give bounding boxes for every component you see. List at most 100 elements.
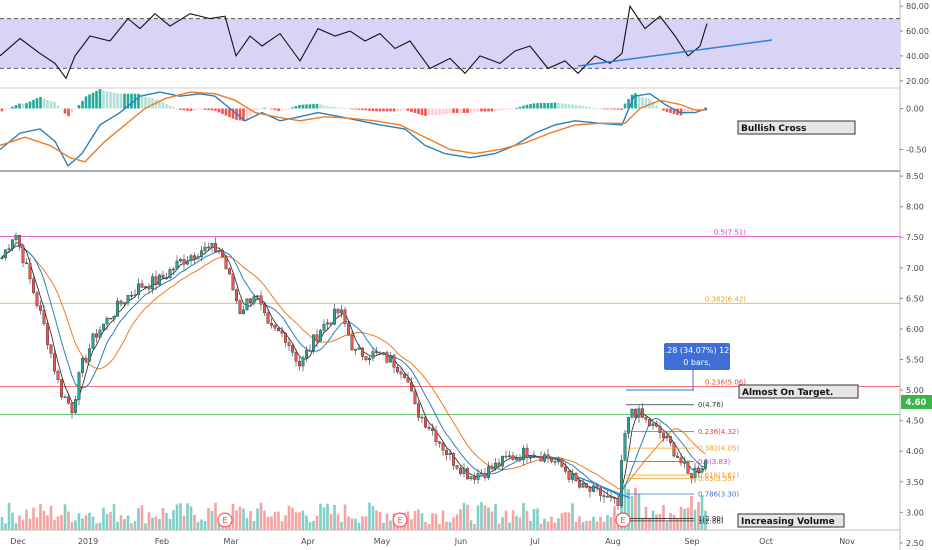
candle-body xyxy=(546,454,550,459)
candle-body xyxy=(459,468,463,474)
candle-body xyxy=(592,485,596,492)
bullish-cross-label: Bullish Cross xyxy=(741,124,806,134)
candle-body xyxy=(168,269,172,278)
candle-body xyxy=(357,347,361,350)
volume-bar xyxy=(487,507,490,530)
macd-histogram-bar xyxy=(539,103,543,109)
volume-bar xyxy=(179,503,182,530)
volume-bar xyxy=(385,513,389,530)
candle-body xyxy=(434,430,438,442)
macd-histogram-bar xyxy=(543,103,546,109)
candle-body xyxy=(581,483,585,488)
fib-level-label: 0.382(4.05) xyxy=(698,445,739,453)
volume-bar xyxy=(417,509,420,530)
fib-level-label: 0.618(3.61) xyxy=(698,472,739,480)
macd-histogram-bar xyxy=(53,101,56,109)
macd-histogram-bar xyxy=(189,108,193,111)
volume-bar xyxy=(70,522,74,530)
macd-histogram-bar xyxy=(347,108,350,110)
macd-histogram-bar xyxy=(210,108,214,111)
fib-level-label: 0.382(6.42) xyxy=(705,295,746,303)
macd-histogram-bar xyxy=(424,108,427,116)
candle-body xyxy=(469,476,473,480)
volume-bar xyxy=(182,515,186,530)
candle-body xyxy=(305,350,309,358)
macd-histogram-bar xyxy=(655,105,658,109)
volume-bar xyxy=(175,504,179,530)
volume-bar xyxy=(14,523,18,530)
increasing-volume-note: Increasing Volume xyxy=(737,513,845,528)
volume-bar xyxy=(214,502,217,530)
macd-histogram-bar xyxy=(389,108,392,112)
macd-histogram-bar xyxy=(399,108,403,112)
time-axis-label: Nov xyxy=(839,537,855,546)
macd-histogram-bar xyxy=(63,108,67,114)
candle-body xyxy=(189,255,193,262)
volume-bar xyxy=(669,513,672,530)
macd-histogram-bar xyxy=(459,108,462,113)
macd-histogram-bar xyxy=(609,108,613,110)
candle-body xyxy=(602,495,606,497)
candle-body xyxy=(210,243,214,248)
candle-body xyxy=(238,300,242,314)
candle-body xyxy=(630,409,634,418)
volume-bar xyxy=(60,514,63,530)
volume-bar xyxy=(455,514,459,530)
axis-tick-label: 40.00 xyxy=(906,52,929,61)
candle-body xyxy=(312,334,316,351)
volume-bar xyxy=(511,510,515,530)
price-pane: 0.5(7.51) 0.382(6.42) 0.236(5.06) 0(4.76) 0… xyxy=(0,229,900,530)
volume-bar xyxy=(567,512,571,530)
axis-tick-label: 60.00 xyxy=(906,27,929,36)
volume-bar xyxy=(368,502,371,530)
volume-bar xyxy=(102,507,105,530)
candle-body xyxy=(133,294,137,297)
candle-body xyxy=(119,300,123,305)
candle-body xyxy=(199,250,203,257)
volume-bar xyxy=(277,511,280,530)
volume-bar xyxy=(375,510,378,530)
candle-body xyxy=(32,278,36,293)
candle-body xyxy=(259,295,263,305)
candle-body xyxy=(112,316,116,320)
time-axis-label: Apr xyxy=(301,537,316,546)
macd-histogram-bar xyxy=(476,108,480,112)
macd-histogram-bar xyxy=(11,106,14,109)
candle-body xyxy=(655,423,659,427)
macd-histogram-bar xyxy=(606,108,609,110)
candle-body xyxy=(466,468,470,480)
candle-body xyxy=(224,256,228,269)
macd-histogram-bar xyxy=(21,103,25,109)
macd-histogram-bar xyxy=(39,96,42,109)
candle-body xyxy=(445,450,449,455)
macd-histogram-bar xyxy=(704,107,707,109)
macd-histogram-bar xyxy=(448,108,452,113)
candle-body xyxy=(672,442,676,457)
candle-body xyxy=(539,456,543,462)
volume-bar xyxy=(546,521,550,530)
candle-body xyxy=(308,350,312,352)
volume-bar xyxy=(700,495,704,530)
axis-tick-label: 8.00 xyxy=(906,203,924,212)
volume-bar xyxy=(123,519,126,530)
macd-histogram-bar xyxy=(529,104,532,109)
volume-bar xyxy=(56,516,60,530)
last-price-value: 4.60 xyxy=(906,398,927,408)
candle-body xyxy=(161,274,165,278)
candle-body xyxy=(178,259,182,262)
macd-histogram-bar xyxy=(686,108,690,114)
macd-histogram-bar xyxy=(665,108,669,112)
macd-histogram-bar xyxy=(672,108,676,115)
fib-level-label: 0.5(7.51) xyxy=(714,229,746,237)
macd-histogram-bar xyxy=(536,103,539,109)
fib-level-label: 1(2.90) xyxy=(698,515,724,523)
macd-histogram-bar xyxy=(46,100,49,109)
volume-bar xyxy=(483,505,487,530)
volume-bar xyxy=(91,516,95,530)
macd-histogram-bar xyxy=(308,104,312,109)
earnings-marker-label: E xyxy=(222,516,227,525)
candle-body xyxy=(455,465,459,469)
time-axis-label: Feb xyxy=(155,537,169,546)
volume-bar xyxy=(42,510,46,530)
fib-level-label: 0.236(5.06) xyxy=(705,378,746,386)
